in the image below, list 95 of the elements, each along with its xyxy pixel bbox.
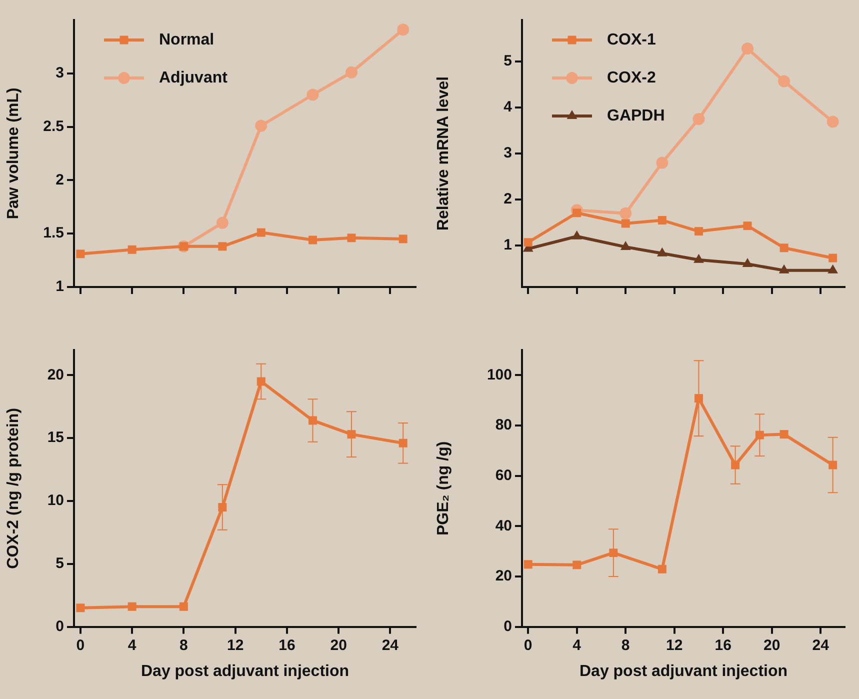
point xyxy=(742,258,753,267)
point xyxy=(621,219,630,228)
x-tick-label: 4 xyxy=(128,636,137,654)
x-tick-label: 12 xyxy=(666,636,683,654)
y-tick-label: 1 xyxy=(56,278,64,296)
x-axis-title: Day post adjuvant injection xyxy=(140,662,350,680)
point xyxy=(308,236,317,244)
x-tick-label: 0 xyxy=(524,636,532,654)
x-tick-label: 16 xyxy=(714,636,732,654)
legend-label: Normal xyxy=(159,31,214,48)
x-tick-label: 0 xyxy=(76,636,85,654)
y-tick-label: 2 xyxy=(504,190,512,208)
y-axis-title: Relative mRNA level xyxy=(435,76,452,231)
point xyxy=(828,460,838,470)
point xyxy=(656,247,668,256)
x-tick-label: 20 xyxy=(764,636,780,654)
point xyxy=(780,430,788,439)
point xyxy=(658,216,666,224)
y-tick-label: 20 xyxy=(47,366,64,384)
point xyxy=(620,240,631,250)
y-tick-label: 40 xyxy=(495,517,512,534)
point xyxy=(731,460,740,470)
x-tick-label: 20 xyxy=(330,636,347,654)
point xyxy=(741,42,754,55)
point xyxy=(826,116,839,128)
point xyxy=(218,242,227,251)
y-tick-label: 0 xyxy=(56,618,64,635)
point xyxy=(347,430,356,439)
point xyxy=(828,254,838,262)
point xyxy=(398,234,408,244)
point xyxy=(398,438,408,448)
x-tick-label: 8 xyxy=(621,636,630,654)
y-tick-label: 100 xyxy=(486,366,512,384)
point xyxy=(347,234,356,242)
point xyxy=(397,24,410,36)
point xyxy=(692,112,705,125)
point xyxy=(128,245,136,254)
point xyxy=(128,602,136,611)
point xyxy=(609,548,618,558)
legend-label: COX-1 xyxy=(607,31,656,48)
legend-label: Adjuvant xyxy=(159,69,228,86)
y-tick-label: 10 xyxy=(47,492,64,510)
y-axis-title: COX-2 (ng /g protein) xyxy=(5,408,22,569)
y-tick-label: 3 xyxy=(504,144,512,162)
point xyxy=(778,75,790,88)
x-tick-label: 12 xyxy=(226,636,244,654)
y-tick-label: 5 xyxy=(504,52,512,70)
x-axis-title: Day post adjuvant injection xyxy=(579,662,788,680)
point xyxy=(256,228,266,237)
y-tick-label: 1 xyxy=(504,236,512,254)
y-tick-label: 2 xyxy=(56,171,64,188)
x-tick-label: 4 xyxy=(572,636,582,654)
y-tick-label: 80 xyxy=(495,416,512,434)
y-tick-label: 4 xyxy=(504,98,513,116)
point xyxy=(694,227,703,236)
y-tick-label: 3 xyxy=(56,64,64,82)
y-tick-label: 5 xyxy=(56,555,64,572)
y-axis-title: PGE₂ (ng /g) xyxy=(435,441,452,536)
point xyxy=(572,230,582,240)
y-tick-label: 2.5 xyxy=(43,118,64,135)
point xyxy=(658,564,666,574)
x-tick-label: 8 xyxy=(180,636,188,654)
y-tick-label: 15 xyxy=(47,429,64,446)
point xyxy=(218,503,227,512)
point xyxy=(179,602,188,611)
point xyxy=(256,377,266,386)
y-tick-label: 20 xyxy=(495,568,512,585)
point xyxy=(755,430,764,440)
point xyxy=(780,244,788,252)
point xyxy=(308,416,317,425)
point xyxy=(778,264,790,274)
point xyxy=(694,394,703,403)
x-tick-label: 24 xyxy=(382,636,400,654)
legend-label: COX-2 xyxy=(607,69,656,86)
point xyxy=(345,66,358,78)
point xyxy=(255,120,268,132)
y-tick-label: 1.5 xyxy=(43,224,64,242)
point xyxy=(216,216,228,229)
point xyxy=(828,264,838,274)
point xyxy=(620,207,632,220)
point xyxy=(743,222,752,230)
point xyxy=(656,156,668,169)
y-tick-label: 0 xyxy=(504,618,512,635)
y-axis-title: Paw volume (mL) xyxy=(5,88,22,220)
point xyxy=(524,560,532,569)
y-tick-label: 60 xyxy=(495,466,512,484)
point xyxy=(76,604,85,612)
point xyxy=(306,88,319,101)
x-tick-label: 24 xyxy=(812,636,830,654)
legend-label: GAPDH xyxy=(607,107,665,124)
point xyxy=(694,254,704,263)
x-tick-label: 16 xyxy=(278,636,296,654)
point xyxy=(76,250,85,258)
point xyxy=(524,238,532,247)
point xyxy=(572,560,582,570)
